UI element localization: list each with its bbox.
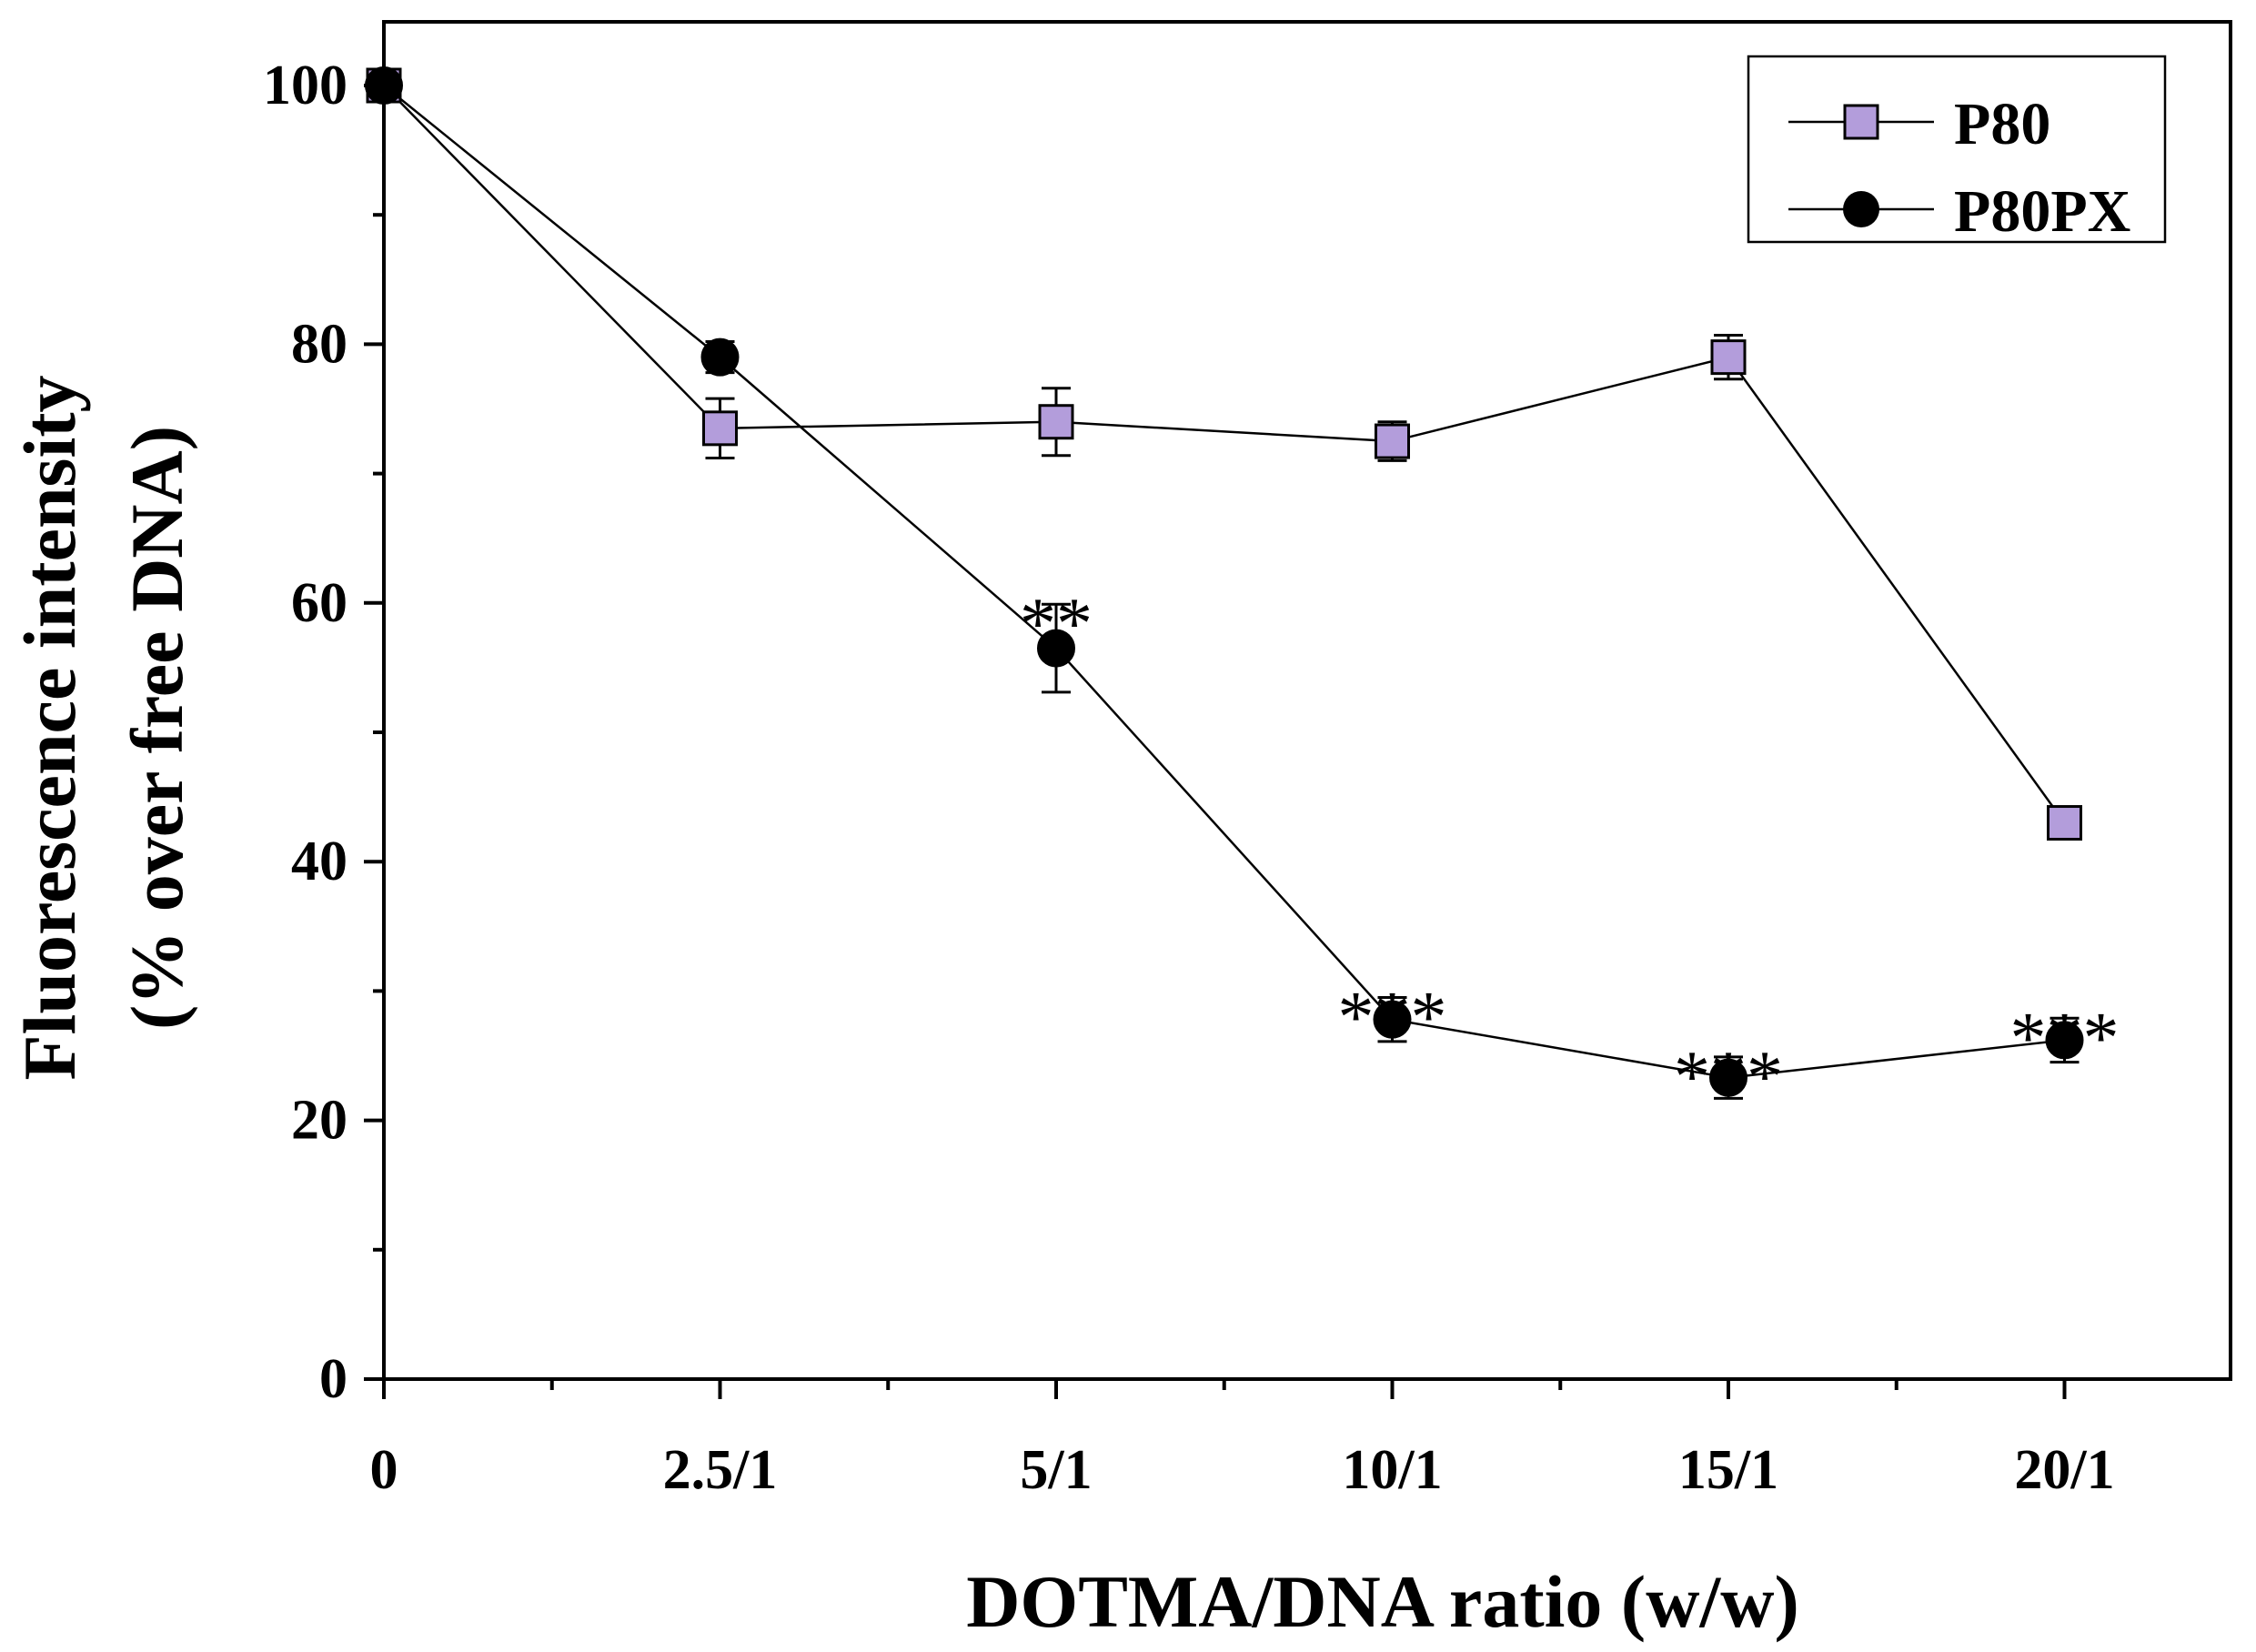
x-tick-label: 15/1 [1678,1439,1778,1501]
data-point-P80PX [365,66,403,105]
legend-marker-P80 [1843,104,1879,140]
significance-annotation: *** [2010,998,2120,1078]
x-tick-label: 0 [370,1439,398,1501]
x-tick-label: 5/1 [1020,1439,1092,1501]
significance-annotation: ** [1020,584,1093,664]
series-layer [365,66,2084,1100]
data-point-P80PX [700,337,740,377]
legend-label: P80 [1954,91,2050,157]
y-tick-label: 0 [319,1348,347,1410]
x-axis-title: DOTMA/DNA ratio (w/w) [966,1560,1799,1643]
data-point-P80 [1038,404,1074,440]
legend-box [1747,55,2167,244]
axes: 0 20 40 60 80 100 0 2.5/1 5/1 10/1 15/1 20/1 [263,20,2232,1501]
x-tick-label: 20/1 [2014,1439,2114,1501]
y-tick-label: 20 [291,1090,347,1152]
significance-annotation: *** [1338,978,1447,1058]
data-point-P80PX [1709,1058,1747,1097]
y-tick-label: 100 [263,55,347,116]
y-axis-title-line-1: Fluorescence intensity [8,375,91,1080]
x-tick-label: 2.5/1 [663,1439,778,1501]
series-line-P80PX [383,85,2065,1079]
significance-annotation: *** [1674,1037,1783,1117]
legend-marker-P80PX [1843,191,1879,227]
data-point-P80 [702,410,738,447]
data-point-P80PX [1037,629,1075,668]
series-line-P80 [383,85,2066,824]
y-tick-label: 80 [291,313,347,375]
data-point-P80PX [1373,1000,1412,1039]
y-tick-label: 40 [291,831,347,892]
legend-label: P80PX [1954,178,2130,245]
y-axis-title-line-2: (% over free DNA) [116,426,198,1030]
data-point-P80PX [2045,1021,2084,1060]
data-point-P80 [2047,805,2082,841]
x-tick-label: 10/1 [1342,1439,1442,1501]
legend: P80 P80PX [1747,55,2167,245]
plot-frame [382,20,2232,1381]
y-tick-label: 60 [291,572,347,634]
data-point-P80 [1375,423,1410,459]
data-point-P80 [1710,339,1747,376]
annotation-layer: ******** *** [1020,584,2120,1117]
